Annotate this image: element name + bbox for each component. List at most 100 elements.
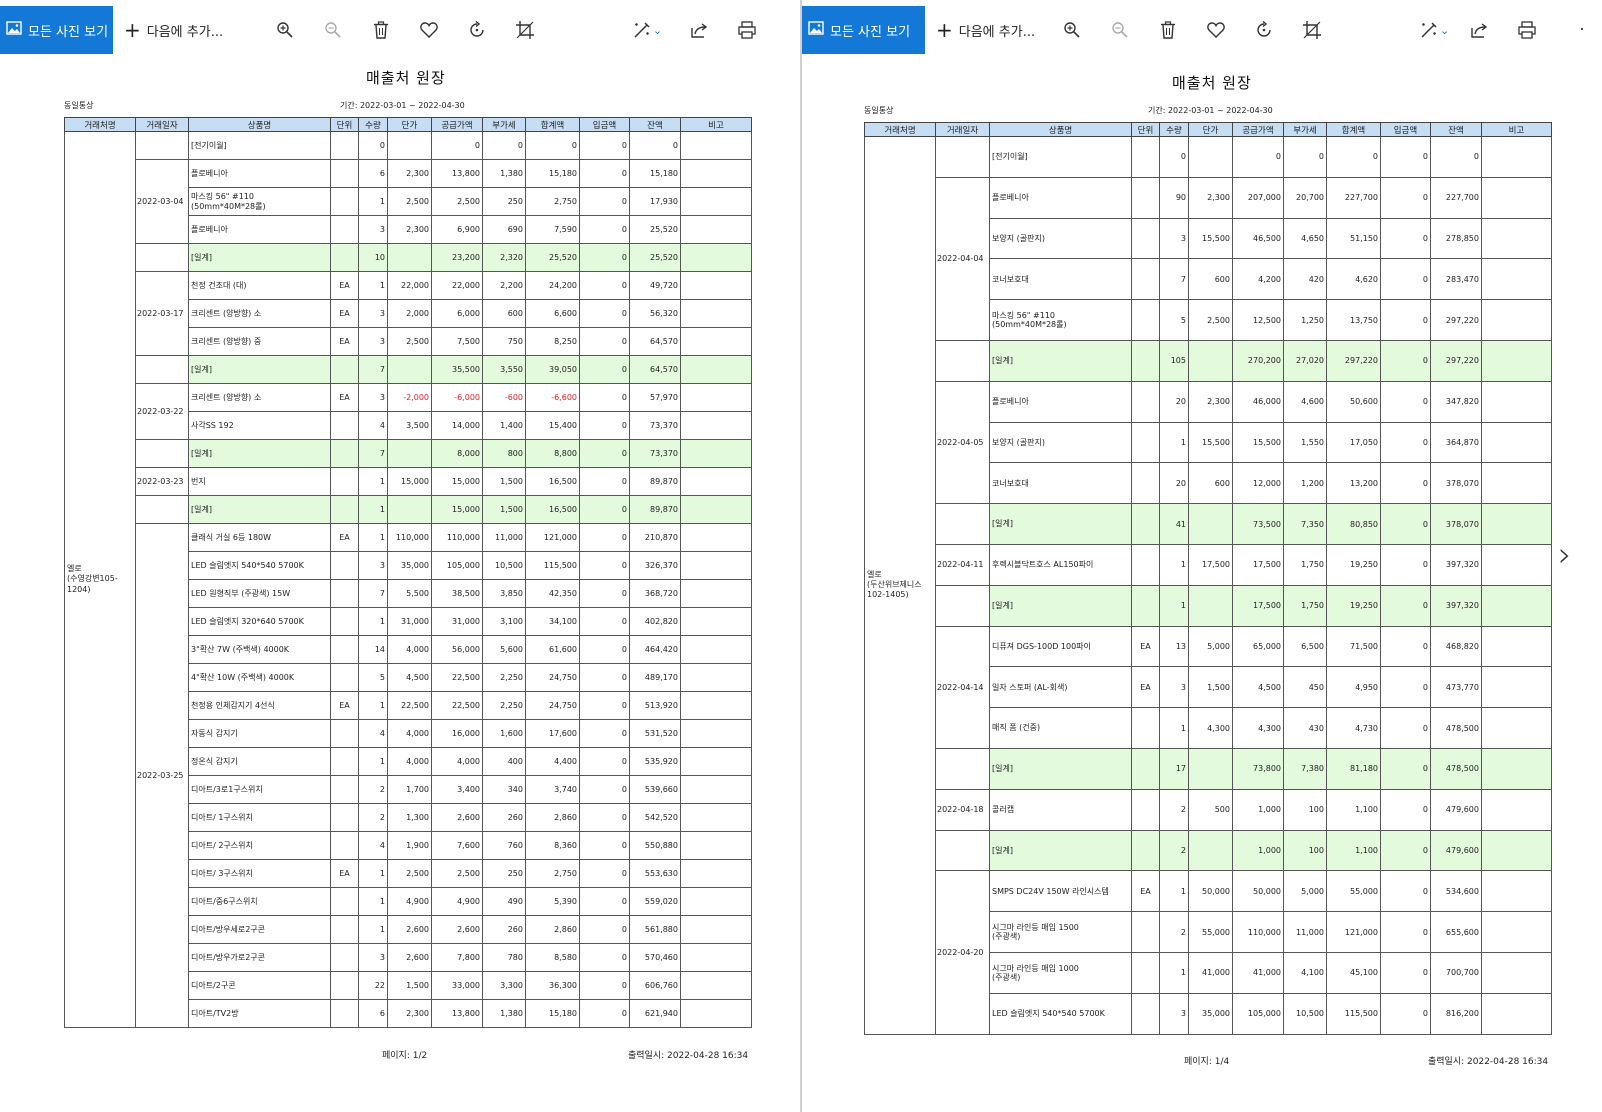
- print-icon[interactable]: [1512, 6, 1542, 54]
- vat-cell: 260: [482, 915, 526, 944]
- note-cell: [680, 579, 752, 608]
- delete-icon[interactable]: [1153, 6, 1183, 54]
- qty-cell: 90: [1159, 176, 1189, 219]
- paid-cell: 0: [579, 719, 630, 748]
- total-cell: 2,860: [525, 915, 580, 944]
- zoom-in-icon[interactable]: [270, 6, 300, 54]
- paid-cell: 0: [1380, 380, 1431, 423]
- table-row: 디아트/2구콘 22 1,500 33,000 3,300 36,300 0 606,760: [65, 971, 752, 1000]
- bal-cell: 57,970: [629, 383, 681, 412]
- note-cell: [680, 495, 752, 524]
- date-cell: [135, 131, 189, 160]
- supply-cell: 7,500: [431, 327, 483, 356]
- unit-cell: [1131, 339, 1160, 382]
- product-name-cell: 플로베니아: [188, 215, 331, 244]
- paid-cell: 0: [1380, 666, 1431, 709]
- page-number: 페이지: 1/4: [1184, 1057, 1230, 1067]
- delete-icon[interactable]: [366, 6, 396, 54]
- supply-cell: 110,000: [431, 523, 483, 552]
- column-header: 단가: [387, 117, 432, 132]
- product-name-cell: 크리센트 (양방향) 소: [188, 299, 331, 328]
- supply-cell: 35,500: [431, 355, 483, 384]
- paid-cell: 0: [579, 775, 630, 804]
- paid-cell: 0: [579, 131, 630, 160]
- table-row: 4"확산 10W (주백색) 4000K 5 4,500 22,500 2,250 24,…: [65, 663, 752, 692]
- share-icon[interactable]: [1464, 6, 1494, 54]
- bal-cell: 89,870: [629, 495, 681, 524]
- all-photos-button[interactable]: 모든 사진 보기: [0, 6, 113, 54]
- qty-cell: 41: [1159, 503, 1189, 545]
- supply-cell: 1,000: [1232, 788, 1284, 831]
- bal-cell: 347,820: [1430, 380, 1482, 423]
- rotate-icon[interactable]: [1249, 6, 1279, 54]
- bal-cell: 378,070: [1430, 462, 1482, 505]
- note-cell: [680, 999, 752, 1028]
- zoom-out-icon[interactable]: [318, 6, 348, 54]
- supply-cell: 105,000: [431, 551, 483, 580]
- paid-cell: 0: [1380, 829, 1431, 872]
- vat-cell: 1,380: [482, 159, 526, 188]
- column-header: 수량: [1159, 122, 1189, 137]
- add-to-button[interactable]: + 다음에 추가...: [124, 6, 223, 54]
- column-header: 거래일자: [935, 122, 990, 137]
- note-cell: [1481, 992, 1552, 1035]
- column-header: 부가세: [1283, 122, 1327, 137]
- zoom-out-icon[interactable]: [1105, 6, 1135, 54]
- table-row: 2022-04-05 플로베니아 20 2,300 46,000 4,600 50,600 0…: [865, 380, 1552, 505]
- note-cell: [1481, 299, 1552, 341]
- total-cell: 121,000: [525, 523, 580, 552]
- supply-cell: 15,500: [1232, 421, 1284, 464]
- product-name-cell: 디아트/방우가로2구콘: [188, 943, 331, 972]
- crop-icon[interactable]: [1297, 6, 1327, 54]
- note-cell: [1481, 625, 1552, 668]
- date-cell: [935, 829, 990, 872]
- product-name-cell: 번지: [188, 467, 331, 496]
- column-header: 비고: [680, 117, 752, 132]
- total-cell: 0: [1326, 136, 1381, 178]
- table-row: 크리센트 (양방향) 소 EA 3 2,000 6,000 600 6,600 0 56,320: [65, 299, 752, 328]
- total-cell: 8,800: [525, 439, 580, 468]
- edit-icon[interactable]: ⌄: [625, 6, 670, 54]
- favorite-icon[interactable]: [1201, 6, 1231, 54]
- zoom-in-icon[interactable]: [1057, 6, 1087, 54]
- note-cell: [680, 159, 752, 188]
- total-cell: 16,500: [525, 495, 580, 524]
- total-cell: 1,100: [1326, 788, 1381, 831]
- supply-cell: 65,000: [1232, 625, 1284, 668]
- product-name-cell: [전기이월]: [188, 131, 331, 160]
- more-icon[interactable]: ·: [1579, 20, 1585, 40]
- product-name-cell: [일계]: [188, 439, 331, 468]
- crop-icon[interactable]: [510, 6, 540, 54]
- next-arrow-icon[interactable]: ›: [1558, 535, 1572, 575]
- product-name-cell: [전기이월]: [989, 136, 1132, 178]
- total-cell: 115,500: [1326, 992, 1381, 1035]
- date-cell: 2022-03-04: [135, 159, 189, 244]
- print-icon[interactable]: [732, 6, 762, 54]
- unit-cell: EA: [330, 271, 359, 300]
- price-cell: 5,500: [387, 579, 432, 608]
- paid-cell: 0: [579, 943, 630, 972]
- note-cell: [1481, 788, 1552, 831]
- edit-icon[interactable]: ⌄: [1412, 6, 1457, 54]
- add-to-button[interactable]: + 다음에 추가...: [936, 6, 1035, 54]
- supply-cell: 1,000: [1232, 829, 1284, 872]
- total-cell: 2,750: [525, 859, 580, 888]
- supply-cell: 22,000: [431, 271, 483, 300]
- note-cell: [1481, 584, 1552, 627]
- total-cell: 42,350: [525, 579, 580, 608]
- total-cell: 121,000: [1326, 911, 1381, 953]
- bal-cell: 283,470: [1430, 258, 1482, 301]
- favorite-icon[interactable]: [414, 6, 444, 54]
- vat-cell: 1,750: [1283, 584, 1327, 627]
- unit-cell: [330, 411, 359, 440]
- unit-cell: [330, 579, 359, 608]
- date-cell: [935, 584, 990, 627]
- column-header: 입금액: [579, 117, 630, 132]
- table-header: 거래처명 거래일자 상품명 단위 수량 단가 공급가액 부가세 합계액 입금액 잔액 비고: [64, 117, 752, 132]
- share-icon[interactable]: [684, 6, 714, 54]
- qty-cell: 3: [358, 327, 388, 356]
- unit-cell: [330, 131, 359, 160]
- rotate-icon[interactable]: [462, 6, 492, 54]
- price-cell: 55,000: [1188, 911, 1233, 953]
- all-photos-button[interactable]: 모든 사진 보기: [802, 6, 925, 54]
